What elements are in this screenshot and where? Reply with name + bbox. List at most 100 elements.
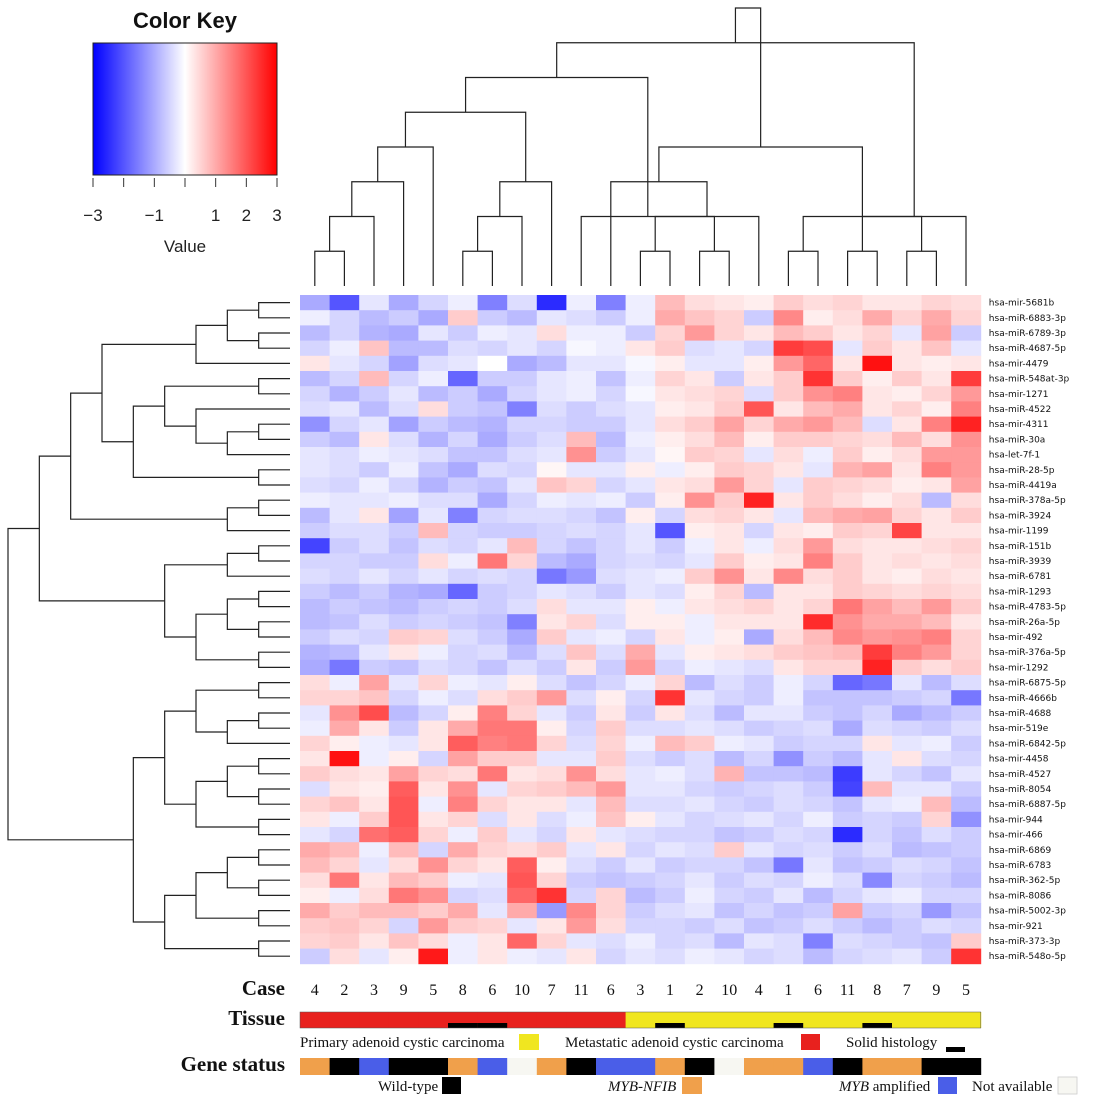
heatmap-cell (773, 401, 804, 417)
heatmap-cell (921, 310, 952, 326)
heatmap-cell (714, 553, 745, 569)
heatmap-cell (744, 523, 774, 539)
heatmap-cell (655, 857, 686, 873)
row-label: hsa-miR-8054 (989, 785, 1052, 795)
heatmap-cell (359, 629, 390, 645)
solid-histology-mark (655, 1023, 686, 1028)
heatmap-cell (832, 857, 863, 873)
heatmap-cell (832, 811, 863, 828)
heatmap-cell (921, 295, 952, 311)
heatmap-cell (448, 629, 478, 645)
heatmap-cell (803, 325, 834, 341)
heatmap-cell (477, 690, 508, 706)
heatmap-cell (388, 872, 419, 889)
row-label: hsa-mir-1271 (989, 390, 1049, 400)
heatmap-cell (448, 735, 478, 752)
heatmap-cell (536, 568, 567, 585)
heatmap-cell (892, 705, 922, 721)
heatmap-cell (596, 401, 626, 417)
heatmap-cell (625, 857, 656, 873)
heatmap-cell (892, 553, 922, 569)
case-number: 6 (488, 982, 496, 999)
heatmap-cell (684, 720, 715, 737)
heatmap-cell (329, 796, 360, 813)
heatmap-cell (951, 462, 982, 478)
heatmap-cell (921, 629, 952, 645)
heatmap-cell (684, 705, 715, 721)
heatmap-cell (448, 492, 478, 509)
heatmap-cell (714, 690, 745, 706)
heatmap-cell (862, 553, 893, 569)
heatmap-cell (832, 553, 863, 569)
dendrogram-branch (639, 250, 671, 286)
heatmap-cell (536, 416, 567, 433)
heatmap-cell (684, 842, 715, 858)
heatmap-cell (773, 644, 804, 661)
heatmap-cell (684, 751, 715, 767)
heatmap-cell (684, 583, 715, 600)
heatmap-cell (832, 796, 863, 813)
tissue-cell (803, 1012, 834, 1028)
heatmap-cell (625, 310, 656, 326)
heatmap-cell (892, 872, 922, 889)
heatmap-cell (300, 462, 330, 478)
heatmap-cell (744, 295, 774, 311)
heatmap-cell (566, 887, 597, 904)
heatmap-cell (566, 523, 597, 539)
heatmap-cell (448, 355, 478, 372)
heatmap-cell (359, 781, 390, 797)
heatmap-cell (388, 477, 419, 493)
case-number: 5 (429, 982, 437, 999)
heatmap-cell (684, 629, 715, 645)
heatmap-cell (862, 325, 893, 341)
heatmap-cell (448, 599, 478, 615)
heatmap-cell (773, 523, 804, 539)
heatmap-cell (329, 523, 360, 539)
heatmap-cell (862, 371, 893, 387)
heatmap-cell (921, 796, 952, 813)
heatmap-cell (655, 355, 686, 372)
heatmap-cell (507, 401, 538, 417)
heatmap-cell (388, 462, 419, 478)
heatmap-cell (536, 948, 567, 965)
heatmap-cell (536, 629, 567, 645)
case-number: 8 (459, 982, 467, 999)
gene-status-cell (714, 1058, 745, 1075)
tissue-cell (714, 1012, 745, 1028)
heatmap-cell (329, 310, 360, 326)
heatmap-cell (744, 918, 774, 934)
column-dendrogram (314, 7, 967, 286)
row-dendrogram (7, 302, 290, 957)
heatmap-cell (803, 811, 834, 828)
heatmap-cell (566, 675, 597, 691)
heatmap-cell (388, 903, 419, 919)
heatmap-cell (773, 386, 804, 402)
heatmap-cell (566, 507, 597, 524)
heatmap-cell (448, 538, 478, 554)
heatmap-cell (536, 325, 567, 341)
heatmap-cell (684, 918, 715, 934)
gene-status-legend: Wild-type MYB-NFIB MYB amplified Not ava… (378, 1076, 1078, 1095)
heatmap-cell (684, 523, 715, 539)
dendrogram-branch (70, 392, 228, 520)
heatmap-cell (803, 857, 834, 873)
legend-mybamp-suffix: amplified (869, 1079, 931, 1095)
heatmap-cell (744, 507, 774, 524)
heatmap-cell (448, 827, 478, 843)
heatmap-cell (477, 887, 508, 904)
heatmap-cell (418, 553, 449, 569)
heatmap-cell (388, 948, 419, 965)
heatmap-cell (773, 629, 804, 645)
heatmap-cell (655, 766, 686, 782)
heatmap-cell (744, 340, 774, 357)
heatmap-cell (507, 447, 538, 463)
heatmap-cell (300, 492, 330, 509)
heatmap-cell (862, 872, 893, 889)
heatmap-cell (684, 371, 715, 387)
row-label: hsa-miR-6783 (989, 861, 1051, 871)
legend-na-label: Not available (972, 1079, 1053, 1095)
heatmap-cell (300, 735, 330, 752)
heatmap-cell (714, 538, 745, 554)
row-label: hsa-miR-3924 (989, 511, 1052, 521)
dendrogram-branch (7, 527, 134, 841)
